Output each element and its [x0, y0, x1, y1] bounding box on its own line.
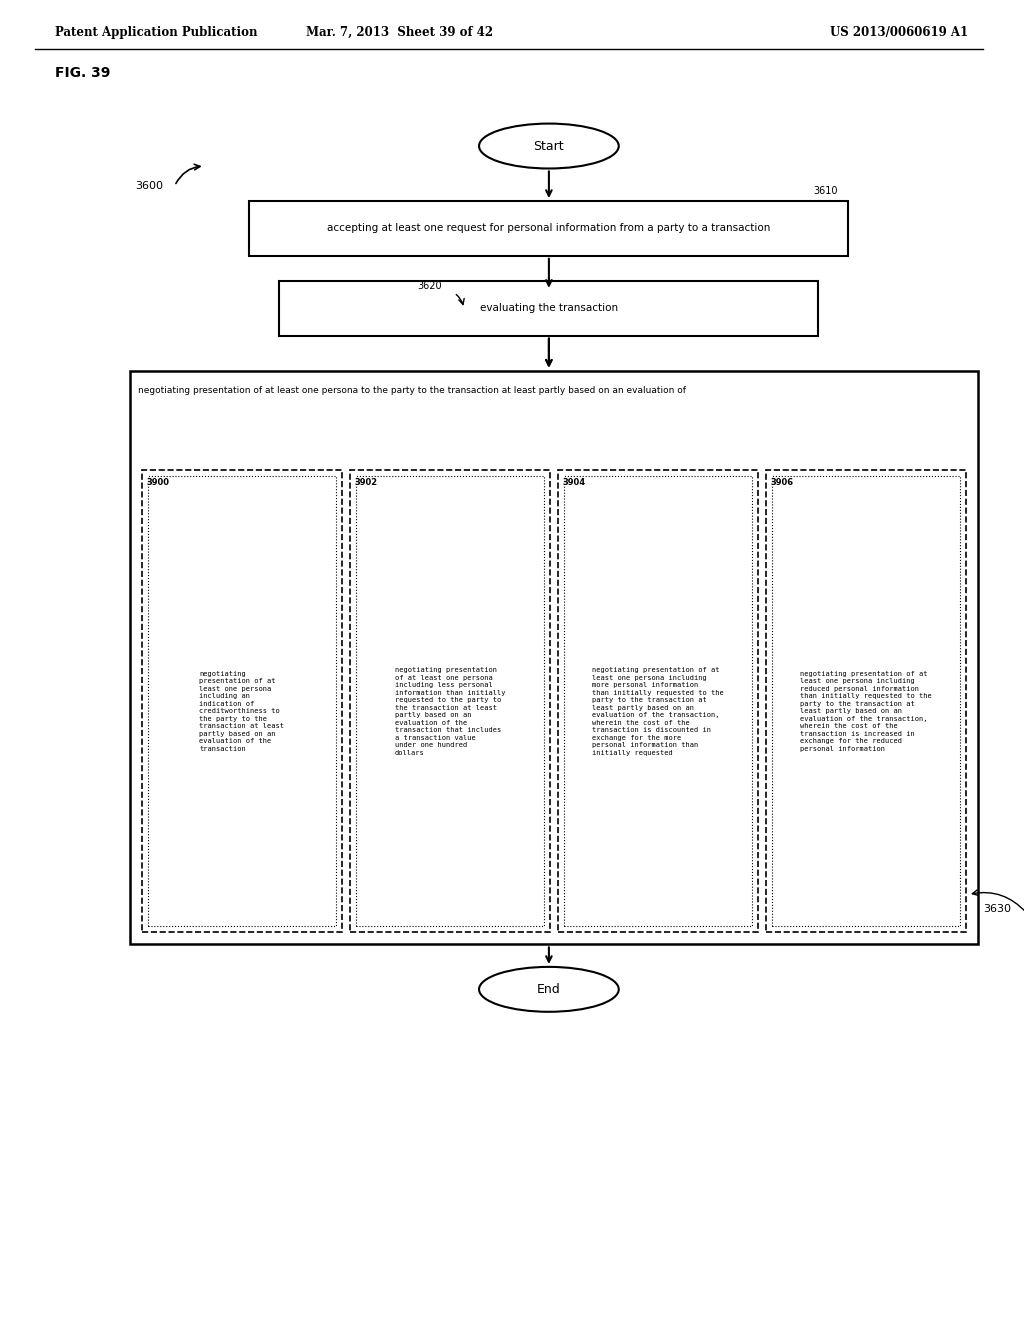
Text: FIG. 39: FIG. 39 — [55, 66, 111, 81]
Bar — [141, 470, 342, 932]
Bar — [147, 477, 336, 927]
Bar — [558, 470, 758, 932]
Text: Start: Start — [534, 140, 564, 153]
Text: 3904: 3904 — [563, 478, 586, 487]
Text: Patent Application Publication: Patent Application Publication — [55, 26, 257, 40]
Ellipse shape — [479, 124, 618, 169]
Text: negotiating presentation of at least one persona to the party to the transaction: negotiating presentation of at least one… — [137, 385, 686, 395]
Text: negotiating presentation of at
least one persona including
more personal informa: negotiating presentation of at least one… — [592, 667, 724, 755]
Bar — [280, 281, 818, 335]
Text: negotiating presentation of at
least one persona including
reduced personal info: negotiating presentation of at least one… — [800, 671, 932, 752]
Text: 3902: 3902 — [354, 478, 378, 487]
Bar — [350, 470, 550, 932]
Bar — [130, 371, 978, 944]
Text: US 2013/0060619 A1: US 2013/0060619 A1 — [829, 26, 968, 40]
Text: 3906: 3906 — [771, 478, 794, 487]
Text: accepting at least one request for personal information from a party to a transa: accepting at least one request for perso… — [328, 223, 771, 234]
Ellipse shape — [479, 966, 618, 1012]
Bar — [564, 477, 752, 927]
Text: 3600: 3600 — [135, 181, 163, 191]
Text: 3630: 3630 — [983, 904, 1011, 915]
Text: negotiating presentation
of at least one persona
including less personal
informa: negotiating presentation of at least one… — [394, 667, 505, 755]
Text: 3610: 3610 — [814, 186, 839, 195]
Text: End: End — [537, 983, 561, 995]
Text: evaluating the transaction: evaluating the transaction — [480, 304, 617, 313]
Text: 3900: 3900 — [146, 478, 170, 487]
Text: 3620: 3620 — [417, 281, 441, 290]
Bar — [250, 201, 848, 256]
Bar — [772, 477, 961, 927]
Text: Mar. 7, 2013  Sheet 39 of 42: Mar. 7, 2013 Sheet 39 of 42 — [305, 26, 493, 40]
Bar — [355, 477, 544, 927]
Text: negotiating
presentation of at
least one persona
including an
indication of
cred: negotiating presentation of at least one… — [200, 671, 285, 752]
Bar — [766, 470, 966, 932]
